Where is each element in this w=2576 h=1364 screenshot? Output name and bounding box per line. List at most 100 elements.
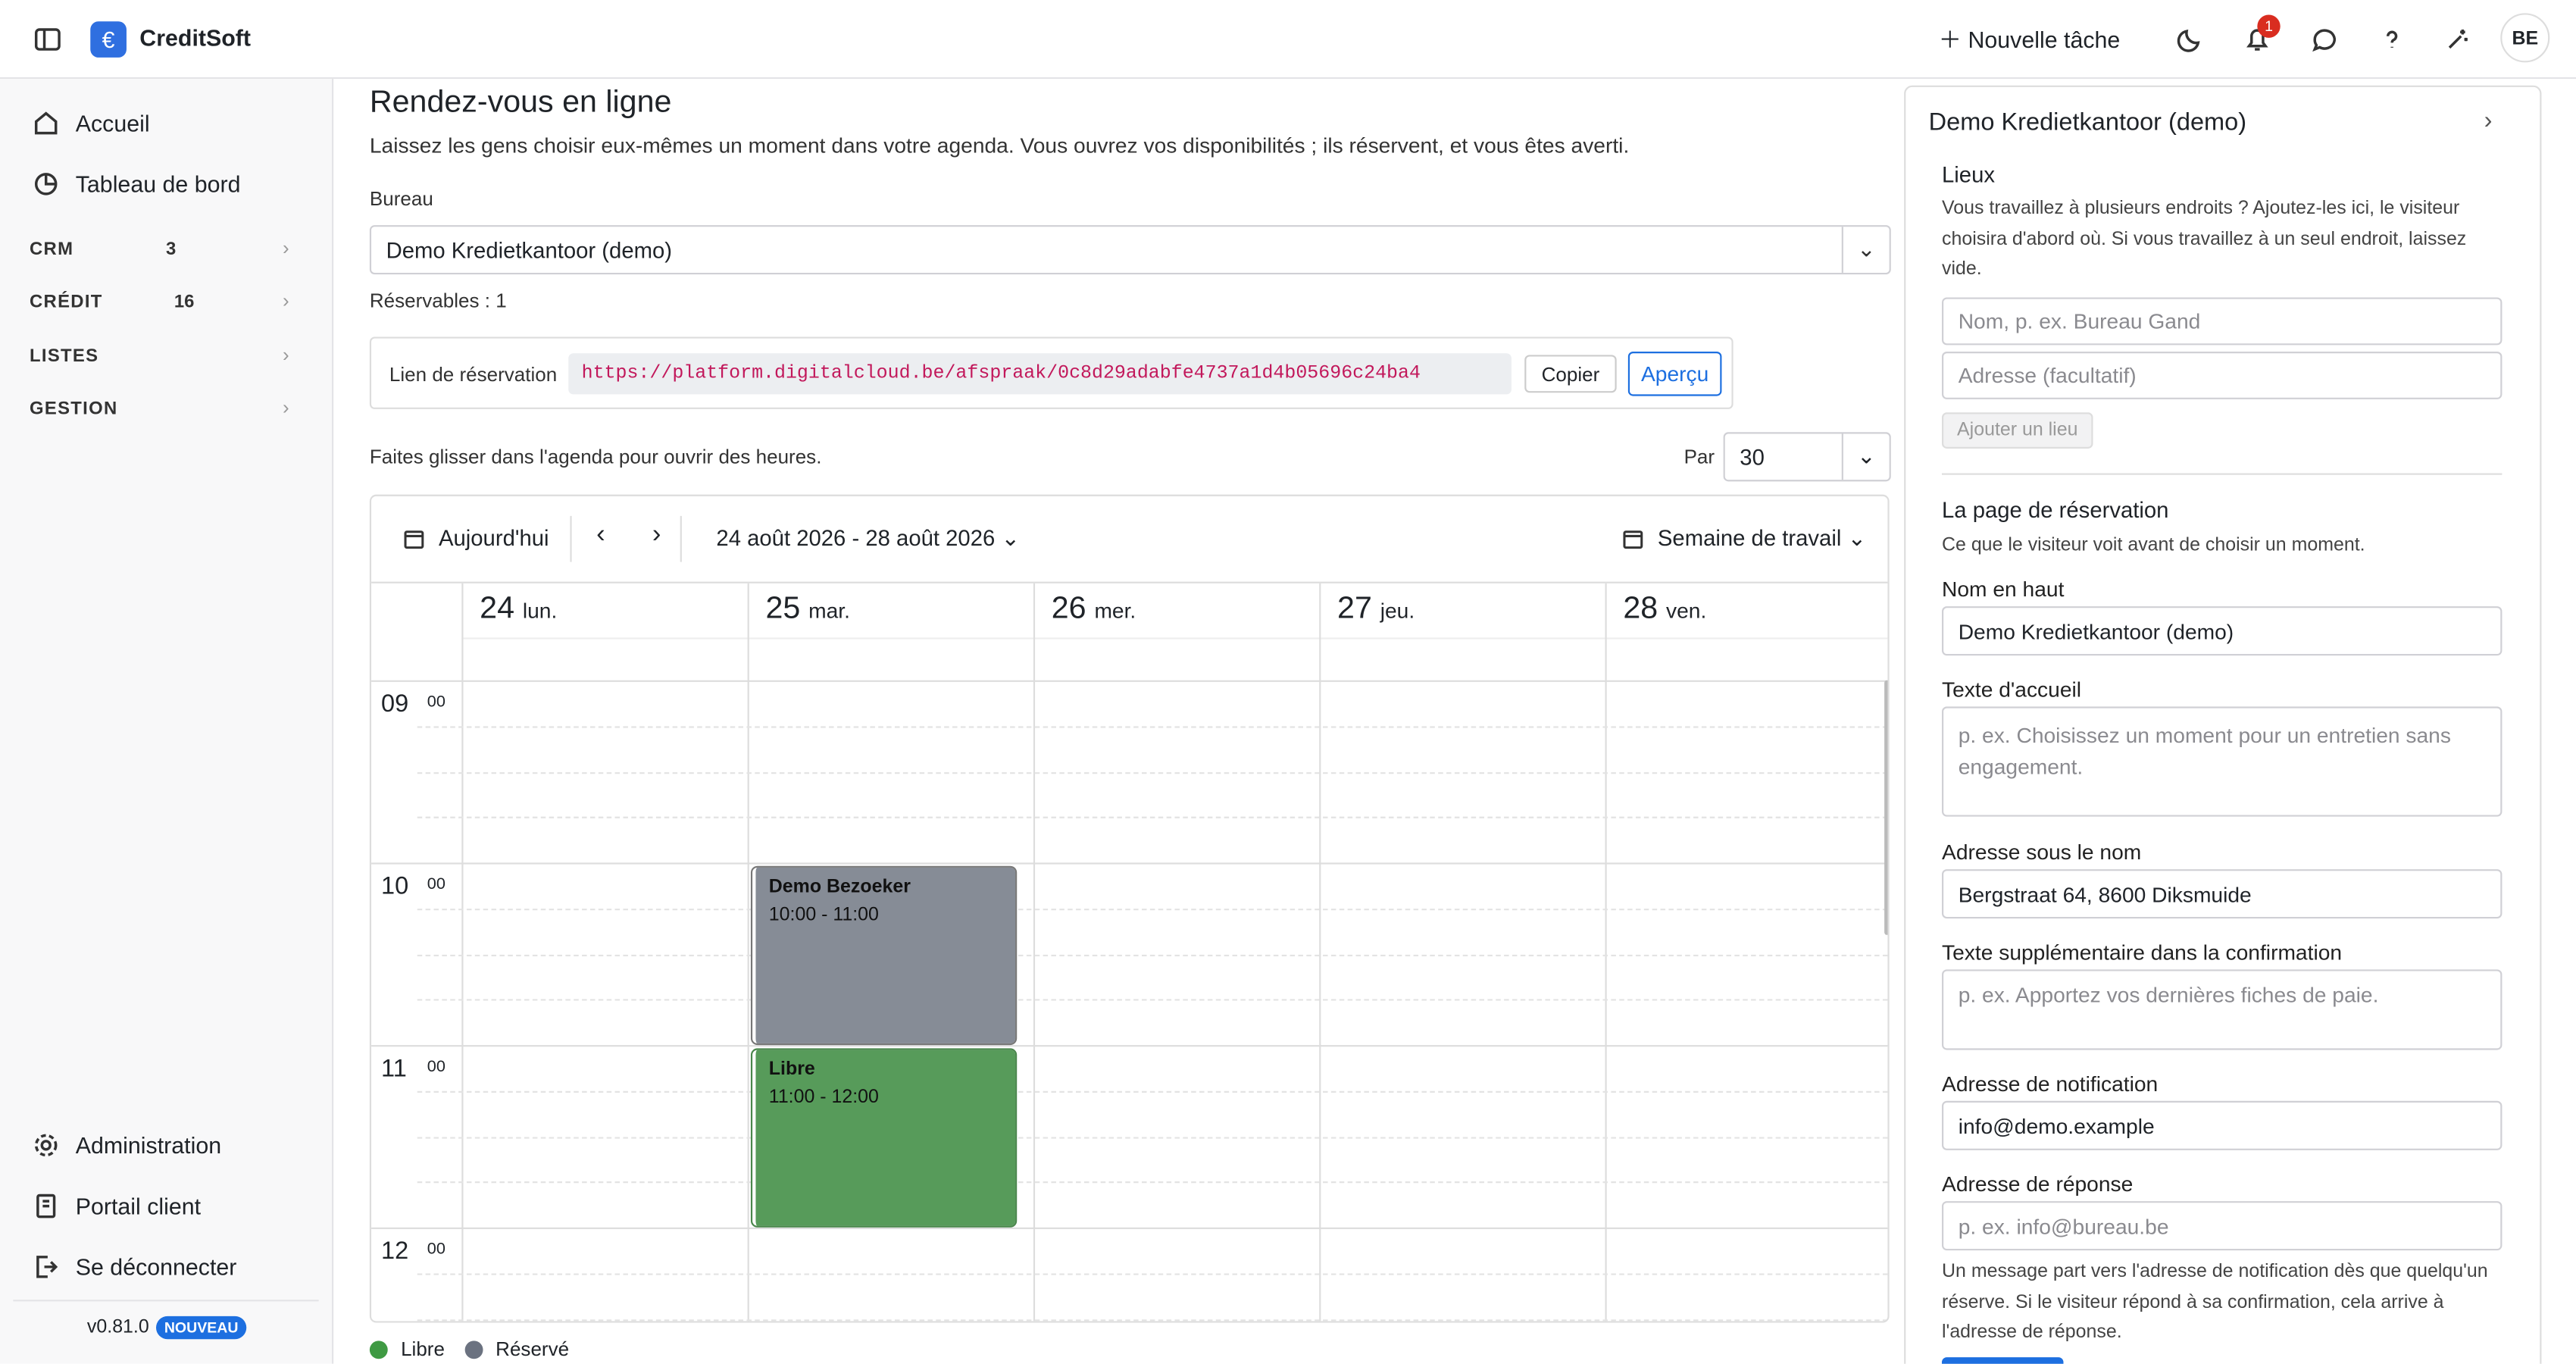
help: Ce que le visiteur voit avant de choisir… bbox=[1942, 535, 2365, 555]
nav-label[interactable]: Se déconnecter bbox=[75, 1253, 237, 1281]
bookable: Réservables : 1 bbox=[369, 289, 507, 312]
new-task[interactable]: ＋ Nouvelle tâche bbox=[1938, 26, 2121, 53]
view-label[interactable]: Semaine de travail bbox=[1657, 525, 1842, 551]
topbar: € CreditSoft ＋ Nouvelle tâche 1 BE bbox=[0, 0, 2576, 80]
nav-group[interactable]: CRM bbox=[30, 239, 74, 260]
logo: € bbox=[90, 21, 127, 58]
nav-label[interactable]: Administration bbox=[75, 1132, 222, 1159]
field-textarea[interactable]: p. ex. Choisissez un moment pour un entr… bbox=[1942, 706, 2503, 817]
theme-icon[interactable] bbox=[2177, 27, 2203, 53]
save-button[interactable] bbox=[1942, 1357, 2064, 1364]
allday-line bbox=[461, 637, 1888, 640]
select-arrow[interactable]: ⌄ bbox=[1841, 433, 1890, 480]
notification-badge[interactable]: 1 bbox=[2257, 14, 2281, 38]
day-line bbox=[1033, 583, 1036, 1322]
divider bbox=[1942, 473, 2503, 475]
quarter-line bbox=[417, 1319, 1888, 1321]
nav-dashboard[interactable]: Tableau de bord bbox=[33, 170, 241, 198]
sidebar-toggle[interactable] bbox=[34, 27, 61, 53]
date-range[interactable]: 24 août 2026 - 28 août 2026 ⌄ bbox=[716, 525, 1020, 551]
event-time[interactable]: 11:00 - 12:00 bbox=[768, 1087, 879, 1108]
office-select[interactable]: Demo Kredietkantoor (demo) ⌄ bbox=[369, 225, 1891, 275]
nav-group[interactable]: GESTION bbox=[30, 399, 118, 419]
date-range-label[interactable]: 24 août 2026 - 28 août 2026 bbox=[716, 525, 996, 551]
day-header: 24 lun. bbox=[480, 592, 557, 628]
field-input[interactable]: info@demo.example bbox=[1942, 1100, 2503, 1150]
quarter-line bbox=[417, 908, 1888, 910]
field-textarea[interactable]: p. ex. Apportez vos dernières fiches de … bbox=[1942, 969, 2503, 1050]
add-place-button[interactable]: Ajouter un lieu bbox=[1942, 412, 2093, 449]
chevron: › bbox=[282, 343, 289, 367]
today-icon[interactable] bbox=[402, 527, 425, 550]
place-addr-input[interactable]: Adresse (facultatif) bbox=[1942, 352, 2503, 399]
divider bbox=[570, 515, 572, 562]
help: Vous travaillez à plusieurs endroits ? A… bbox=[1942, 199, 2467, 280]
field-label: Adresse de réponse bbox=[1942, 1172, 2134, 1197]
quarter-line bbox=[417, 1090, 1888, 1093]
field-input[interactable]: Demo Kredietkantoor (demo) bbox=[1942, 606, 2503, 656]
nav-logout[interactable]: Se déconnecter bbox=[33, 1253, 236, 1280]
panel-close[interactable]: › bbox=[2484, 106, 2493, 135]
ai-icon[interactable] bbox=[2445, 27, 2471, 53]
panel-title: Demo Kredietkantoor (demo) bbox=[1928, 108, 2247, 136]
field-label: Texte supplémentaire dans la confirmatio… bbox=[1942, 940, 2343, 965]
nav-count: 16 bbox=[174, 292, 195, 312]
avatar[interactable]: BE bbox=[2500, 13, 2550, 63]
next-button[interactable]: › bbox=[652, 521, 661, 549]
nav-label[interactable]: Accueil bbox=[75, 110, 150, 136]
event-title[interactable]: Libre bbox=[768, 1059, 815, 1080]
event-free[interactable]: Libre 11:00 - 12:00 bbox=[750, 1048, 1018, 1228]
help: Un message part vers l'adresse de notifi… bbox=[1942, 1262, 2488, 1343]
per-label: Par bbox=[1683, 445, 1715, 468]
field-input[interactable]: p. ex. info@bureau.be bbox=[1942, 1201, 2503, 1251]
day-number: 27 bbox=[1337, 591, 1372, 627]
day-line bbox=[461, 583, 464, 1322]
nav-portal[interactable]: Portail client bbox=[33, 1193, 201, 1219]
quarter-line bbox=[417, 771, 1888, 774]
prev-button[interactable]: ‹ bbox=[596, 521, 605, 549]
version: v0.81.0 bbox=[86, 1318, 149, 1338]
view-icon[interactable] bbox=[1621, 527, 1644, 550]
place-name-input[interactable]: Nom, p. ex. Bureau Gand bbox=[1942, 297, 2503, 346]
per-select[interactable]: 30 ⌄ bbox=[1723, 432, 1891, 482]
select-arrow[interactable]: ⌄ bbox=[1841, 227, 1890, 273]
scrollbar[interactable] bbox=[1884, 680, 1888, 935]
field-input[interactable]: Bergstraat 64, 8600 Diksmuide bbox=[1942, 869, 2503, 919]
day-name: mer. bbox=[1094, 598, 1136, 623]
day-name: mar. bbox=[808, 598, 850, 623]
chat-icon[interactable] bbox=[2312, 27, 2338, 53]
page-title: Rendez-vous en ligne bbox=[369, 85, 672, 120]
link-label: Lien de réservation bbox=[389, 363, 558, 386]
hour-line bbox=[371, 862, 1888, 865]
office-label: Bureau bbox=[369, 187, 433, 211]
event-booked[interactable]: Demo Bezoeker 10:00 - 11:00 bbox=[750, 865, 1018, 1046]
link-box: Lien de réservation https://platform.dig… bbox=[369, 336, 1733, 409]
office-value[interactable]: Demo Kredietkantoor (demo) bbox=[386, 237, 673, 262]
nav-admin[interactable]: Administration bbox=[33, 1132, 221, 1159]
per-value[interactable]: 30 bbox=[1740, 444, 1765, 470]
nav-label[interactable]: Portail client bbox=[75, 1193, 202, 1219]
event-title[interactable]: Demo Bezoeker bbox=[768, 877, 911, 897]
preview-button[interactable]: Aperçu bbox=[1627, 352, 1722, 396]
nav-group[interactable]: CRÉDIT bbox=[30, 292, 103, 312]
nav-label[interactable]: Tableau de bord bbox=[75, 170, 241, 198]
nav-group[interactable]: LISTES bbox=[30, 346, 99, 367]
view-select[interactable]: Semaine de travail ⌄ bbox=[1657, 525, 1866, 551]
link-url[interactable]: https://platform.digitalcloud.be/afspraa… bbox=[568, 353, 1512, 395]
new-task-label[interactable]: Nouvelle tâche bbox=[1968, 26, 2121, 53]
drag-hint: Faites glisser dans l'agenda pour ouvrir… bbox=[369, 445, 822, 468]
new-badge: NOUVEAU bbox=[155, 1316, 247, 1340]
calendar: Aujourd'hui ‹ › 24 août 2026 - 28 août 2… bbox=[369, 494, 1890, 1323]
today-button[interactable]: Aujourd'hui bbox=[438, 525, 549, 551]
day-number: 28 bbox=[1623, 591, 1658, 627]
copy-button[interactable]: Copier bbox=[1524, 355, 1617, 393]
section-title: Lieux bbox=[1942, 162, 1996, 188]
chevron: › bbox=[282, 396, 289, 419]
brand[interactable]: CreditSoft bbox=[139, 24, 252, 52]
help-icon[interactable] bbox=[2379, 27, 2406, 53]
nav-home[interactable]: Accueil bbox=[33, 110, 150, 136]
day-line bbox=[1605, 583, 1607, 1322]
quarter-line bbox=[417, 1136, 1888, 1138]
event-time[interactable]: 10:00 - 11:00 bbox=[768, 905, 879, 925]
